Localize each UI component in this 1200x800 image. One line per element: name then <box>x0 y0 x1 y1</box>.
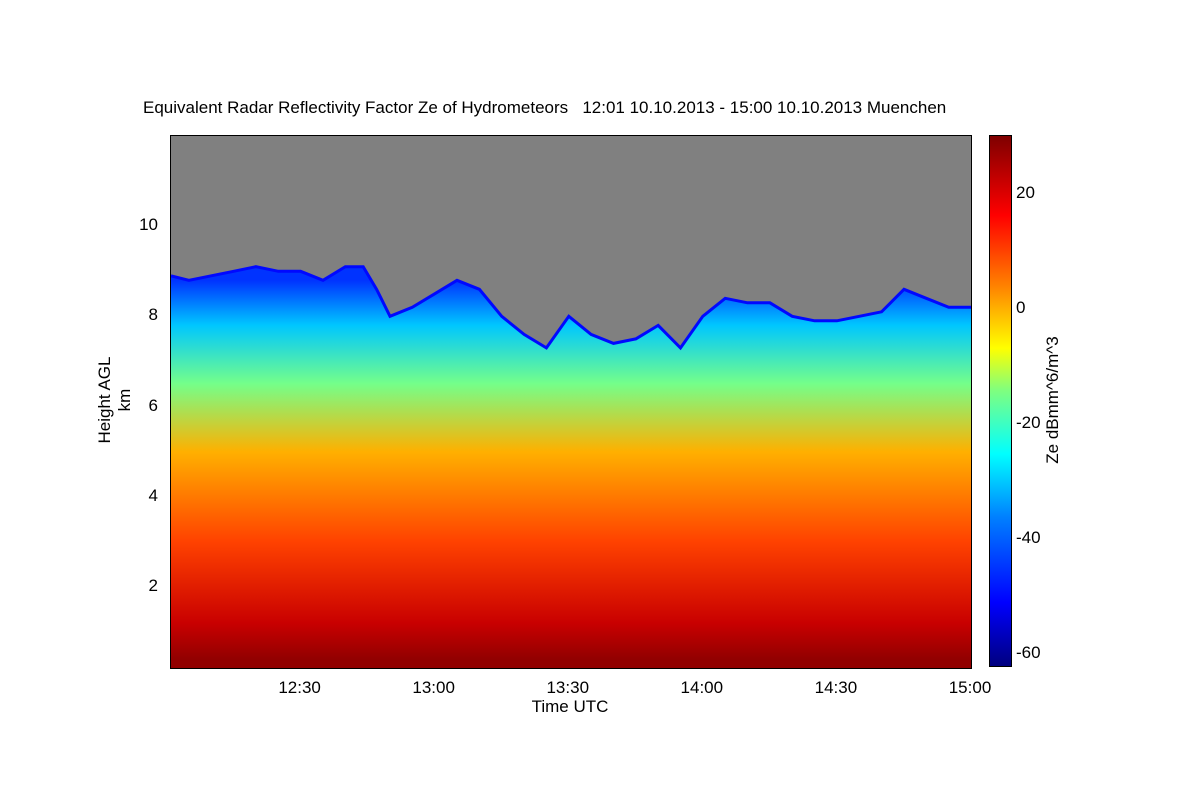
colorbar <box>989 135 1012 667</box>
y-tick-label: 6 <box>148 395 158 415</box>
x-tick-label: 14:30 <box>814 678 858 697</box>
colorbar-label: Ze dBmm^6/m^3 <box>1043 336 1062 464</box>
reflectivity-heatmap <box>171 265 971 668</box>
y-tick-label: 4 <box>148 485 158 505</box>
x-tick-label: 15:00 <box>948 678 992 697</box>
x-tick-label: 14:00 <box>680 678 724 697</box>
y-tick-label: 10 <box>139 215 158 235</box>
x-tick-label: 13:00 <box>412 678 455 697</box>
colorbar-tick-label: 0 <box>1016 297 1026 317</box>
x-axis-label: Time UTC <box>531 697 609 716</box>
y-axis-label: Height AGL km <box>95 356 134 444</box>
y-tick-label: 2 <box>148 575 158 595</box>
colorbar-tick-label: -40 <box>1016 528 1041 548</box>
x-tick-label: 13:30 <box>546 678 590 697</box>
cloud-top-edge <box>171 265 971 351</box>
colorbar-tick-label: -20 <box>1016 413 1041 433</box>
cloud-reflectivity-field <box>171 266 971 668</box>
colorbar-tick-label: 20 <box>1016 182 1035 202</box>
y-tick-label: 8 <box>148 305 158 325</box>
plot-area <box>170 135 972 669</box>
x-tick-label: 12:30 <box>278 678 321 697</box>
chart-title: Equivalent Radar Reflectivity Factor Ze … <box>143 98 947 117</box>
colorbar-tick-label: -60 <box>1016 643 1041 663</box>
